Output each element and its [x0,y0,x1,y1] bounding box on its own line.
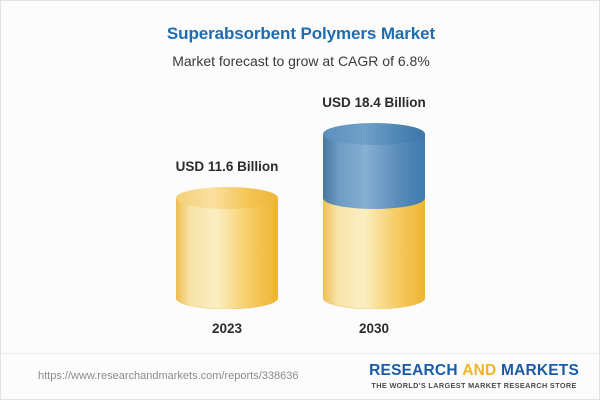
research-and-markets-logo[interactable]: RESEARCH AND MARKETS THE WORLD'S LARGEST… [369,362,579,390]
category-label-2030: 2030 [358,321,390,336]
category-label-2023: 2023 [211,321,243,336]
cylinder-2023 [176,187,278,309]
plot-area: USD 11.6 Billion [1,1,599,353]
bar-group-2023: USD 11.6 Billion [176,1,279,353]
logo-word-and: AND [462,362,497,379]
cylinder-2030 [323,123,425,309]
logo-word-research: RESEARCH [369,362,458,379]
logo-wordmark: RESEARCH AND MARKETS [369,362,579,379]
value-label-2023: USD 11.6 Billion [175,159,279,174]
chart-subtitle: Market forecast to grow at CAGR of 6.8% [172,53,430,69]
logo-tagline: THE WORLD'S LARGEST MARKET RESEARCH STOR… [371,381,577,391]
page-title: Superabsorbent Polymers Market [166,24,436,43]
footer: https://www.researchandmarkets.com/repor… [1,353,599,399]
bar-group-2030: USD 18.4 Billion [322,1,426,353]
value-label-2030: USD 18.4 Billion [322,95,426,110]
report-url-link[interactable]: https://www.researchandmarkets.com/repor… [38,370,299,382]
logo-word-markets: MARKETS [500,362,579,379]
